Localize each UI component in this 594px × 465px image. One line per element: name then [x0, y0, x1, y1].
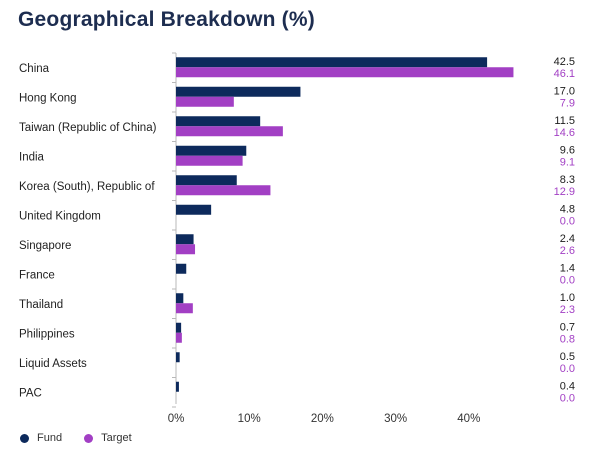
data-label-target-hong-kong: 7.9: [560, 97, 575, 109]
x-tick-label-30: 30%: [384, 413, 407, 425]
category-label-china: China: [19, 63, 50, 75]
category-label-philippines: Philippines: [19, 328, 75, 340]
data-label-target-france: 0.0: [560, 274, 575, 286]
category-label-thailand: Thailand: [19, 299, 63, 311]
bar-target-singapore: [176, 244, 196, 255]
bar-fund-united-kingdom: [176, 204, 212, 215]
category-label-india: India: [19, 151, 45, 163]
data-label-target-liquid-assets: 0.0: [560, 363, 575, 375]
legend-item-target: Target: [84, 432, 132, 444]
category-label-singapore: Singapore: [19, 240, 71, 252]
data-label-target-thailand: 2.3: [560, 304, 575, 316]
bar-fund-india: [176, 145, 247, 156]
data-label-fund-singapore: 2.4: [560, 233, 575, 245]
bar-fund-france: [176, 263, 187, 274]
bar-fund-singapore: [176, 234, 194, 245]
bar-fund-thailand: [176, 293, 184, 304]
data-label-target-singapore: 2.6: [560, 245, 575, 257]
data-label-fund-thailand: 1.0: [560, 292, 575, 304]
x-tick-label-20: 20%: [311, 413, 334, 425]
data-label-target-china: 46.1: [554, 68, 575, 80]
bar-fund-pac: [176, 381, 179, 392]
bar-target-china: [176, 67, 514, 78]
category-label-taiwan-republic-of-china: Taiwan (Republic of China): [19, 122, 157, 134]
legend-item-fund: Fund: [20, 432, 62, 444]
data-label-target-united-kingdom: 0.0: [560, 215, 575, 227]
data-label-target-pac: 0.0: [560, 392, 575, 404]
bar-fund-taiwan-republic-of-china: [176, 116, 261, 127]
bar-fund-liquid-assets: [176, 352, 180, 363]
category-label-france: France: [19, 269, 55, 281]
x-tick-label-0: 0%: [168, 413, 185, 425]
bar-target-india: [176, 155, 243, 166]
data-label-fund-pac: 0.4: [560, 380, 575, 392]
data-label-target-taiwan-republic-of-china: 14.6: [554, 127, 575, 139]
bar-fund-korea-south-republic-of: [176, 175, 237, 186]
data-label-target-korea-south-republic-of: 12.9: [554, 186, 575, 198]
data-label-fund-china: 42.5: [554, 56, 575, 68]
legend-label-fund: Fund: [37, 432, 63, 444]
category-label-liquid-assets: Liquid Assets: [19, 358, 87, 370]
x-tick-label-10: 10%: [238, 413, 261, 425]
data-label-target-india: 9.1: [560, 156, 575, 168]
data-label-fund-taiwan-republic-of-china: 11.5: [554, 115, 575, 127]
data-label-fund-philippines: 0.7: [560, 321, 575, 333]
category-label-hong-kong: Hong Kong: [19, 92, 77, 104]
data-label-fund-liquid-assets: 0.5: [560, 351, 575, 363]
bar-fund-philippines: [176, 322, 182, 333]
bar-target-hong-kong: [176, 96, 234, 107]
category-label-pac: PAC: [19, 387, 42, 399]
data-label-target-philippines: 0.8: [560, 333, 575, 345]
bar-fund-hong-kong: [176, 86, 301, 97]
bar-target-thailand: [176, 303, 193, 314]
bar-fund-china: [176, 57, 488, 68]
category-label-korea-south-republic-of: Korea (South), Republic of: [19, 181, 155, 193]
bar-target-philippines: [176, 332, 182, 343]
chart-title: Geographical Breakdown (%): [18, 8, 315, 31]
data-label-fund-france: 1.4: [560, 262, 575, 274]
bar-target-korea-south-republic-of: [176, 185, 271, 196]
data-label-fund-hong-kong: 17.0: [554, 85, 575, 97]
legend-swatch-fund: [20, 433, 29, 443]
bar-target-taiwan-republic-of-china: [176, 126, 283, 137]
legend: Fund Target: [20, 432, 154, 444]
legend-label-target: Target: [101, 432, 132, 444]
data-label-fund-india: 9.6: [560, 144, 575, 156]
category-label-united-kingdom: United Kingdom: [19, 210, 101, 222]
legend-swatch-target: [84, 433, 94, 443]
x-tick-label-40: 40%: [457, 413, 480, 425]
data-label-fund-korea-south-republic-of: 8.3: [560, 174, 575, 186]
data-label-fund-united-kingdom: 4.8: [560, 203, 575, 215]
